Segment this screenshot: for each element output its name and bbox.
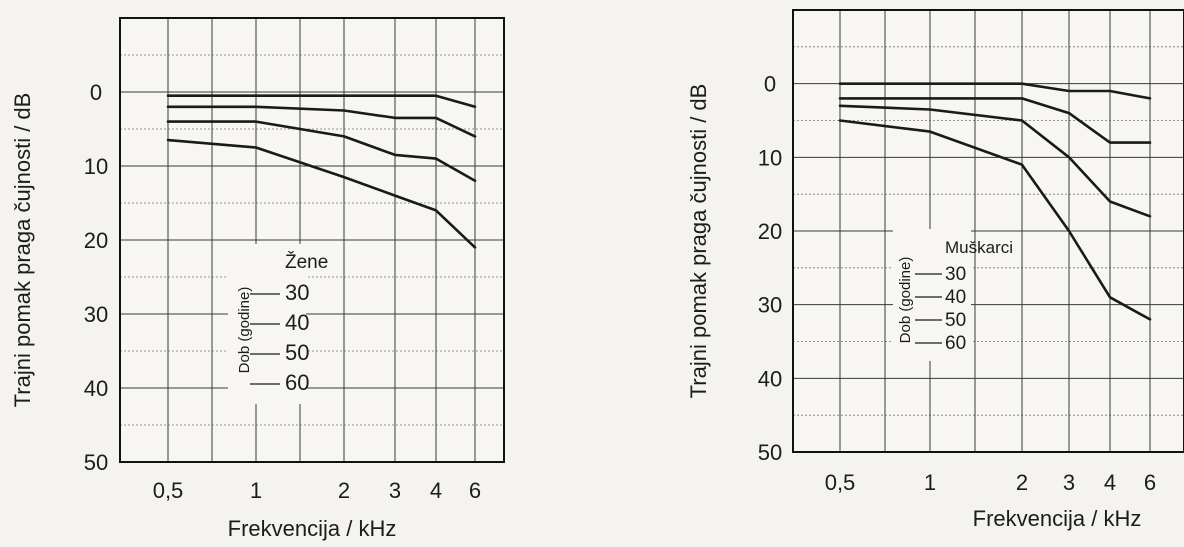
x-tick-label: 2 <box>1016 470 1028 495</box>
y-tick-label: 50 <box>84 450 108 475</box>
x-tick-label: 0,5 <box>825 470 856 495</box>
legend-entry-30: 30 <box>285 280 309 305</box>
series-line-age-50 <box>838 104 1152 218</box>
y-tick-label: 0 <box>90 80 102 105</box>
legend-entry-40: 40 <box>285 310 309 335</box>
y-tick-label: 30 <box>84 302 108 327</box>
y-tick-label: 40 <box>758 366 782 391</box>
series-line-age-40 <box>166 105 477 138</box>
legend: Žene 30 40 50 60 Dob (godine) <box>228 244 328 404</box>
y-tick-label: 20 <box>84 228 108 253</box>
x-tick-label: 4 <box>1104 470 1116 495</box>
y-tick-label: 30 <box>758 293 782 318</box>
x-tick-label: 3 <box>389 478 401 503</box>
legend-title: Muškarci <box>945 238 1013 257</box>
y-tick-label: 10 <box>84 154 108 179</box>
legend-entry-60: 60 <box>285 370 309 395</box>
legend-entry-50: 50 <box>285 340 309 365</box>
x-axis-title: Frekvencija / kHz <box>973 506 1142 531</box>
series-line-age-30 <box>166 94 477 109</box>
y-tick-label: 40 <box>84 376 108 401</box>
x-tick-label: 4 <box>430 478 442 503</box>
y-axis-title: Trajni pomak praga čujnosti / dB <box>686 84 711 399</box>
x-tick-label: 1 <box>924 470 936 495</box>
legend-entry-50: 50 <box>945 310 966 331</box>
x-tick-label: 6 <box>1144 470 1156 495</box>
legend-background <box>893 229 971 361</box>
legend-entry-60: 60 <box>945 333 966 354</box>
series-line-age-60 <box>838 119 1152 321</box>
y-tick-label: 50 <box>758 440 782 465</box>
x-tick-label: 1 <box>250 478 262 503</box>
x-tick-label: 3 <box>1063 470 1075 495</box>
x-axis-title: Frekvencija / kHz <box>228 516 397 541</box>
x-tick-label: 0,5 <box>153 478 184 503</box>
plot-frame <box>119 17 505 463</box>
series-line-age-50 <box>166 120 477 183</box>
legend-axis-label: Dob (godine) <box>897 257 914 344</box>
grid <box>120 17 504 463</box>
legend-axis-label: Dob (godine) <box>236 287 253 374</box>
series-line-age-40 <box>838 97 1152 144</box>
x-tick-label: 2 <box>338 478 350 503</box>
y-axis-title: Trajni pomak praga čujnosti / dB <box>10 93 35 408</box>
chart-zene: 0 10 20 30 40 50 0,5 1 2 3 4 6 Frekvencija / kHz Traj… <box>10 17 505 541</box>
y-tick-label: 20 <box>758 219 782 244</box>
series-line-age-30 <box>838 82 1152 100</box>
legend-entry-40: 40 <box>945 287 966 308</box>
legend-title: Žene <box>285 251 328 273</box>
legend-entry-30: 30 <box>945 264 966 285</box>
y-tick-label: 10 <box>758 145 782 170</box>
plot-frame <box>792 9 1184 453</box>
y-tick-label: 0 <box>764 72 776 97</box>
x-tick-label: 6 <box>469 478 481 503</box>
series-line-age-60 <box>166 138 477 249</box>
